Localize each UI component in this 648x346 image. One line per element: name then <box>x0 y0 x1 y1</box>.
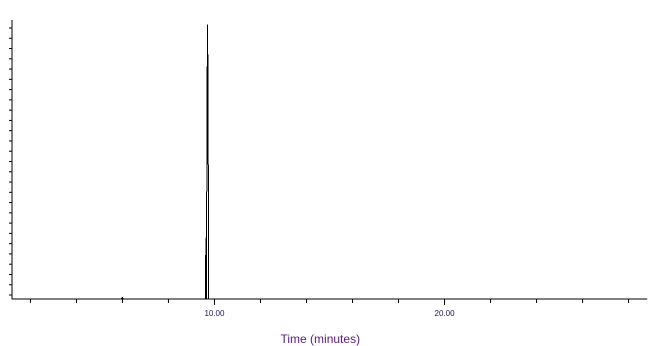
data-point <box>122 297 123 299</box>
data-point <box>206 88 208 89</box>
data-point <box>207 93 209 95</box>
x-axis-tick-labels: 10.00 20.00 <box>204 309 455 318</box>
plot-area <box>11 24 648 300</box>
x-tick-label: 20.00 <box>435 309 456 318</box>
x-tick-label: 10.00 <box>204 309 225 318</box>
data-point <box>207 24 208 26</box>
x-axis-title: Time (minutes) <box>281 332 361 346</box>
x-axis-ticks <box>29 299 630 305</box>
data-point <box>205 237 207 239</box>
series-trace <box>12 24 647 300</box>
